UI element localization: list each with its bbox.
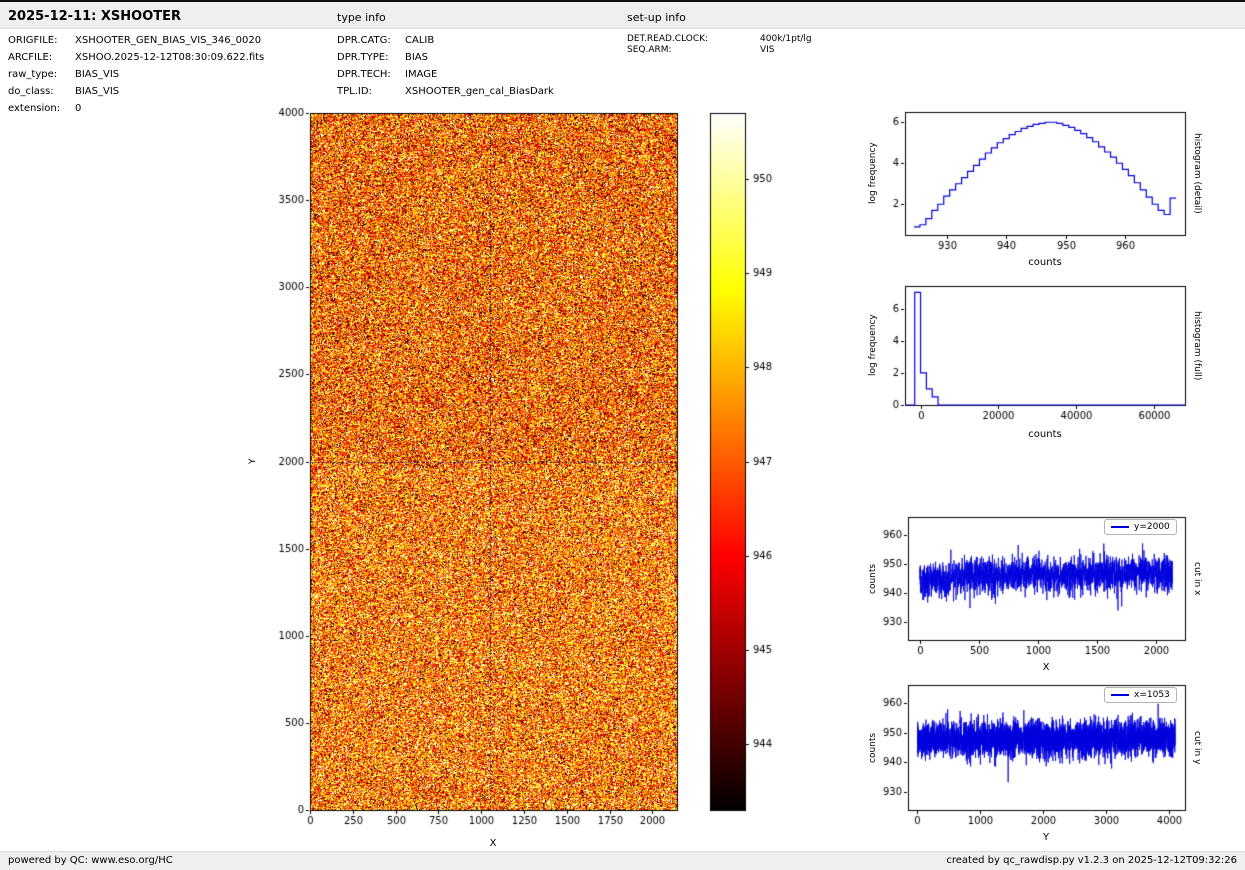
cut-in-y-side-label: cut in y (1192, 730, 1202, 765)
histogram-detail-side-label: histogram (detail) (1192, 133, 1202, 214)
type-info-row: DPR.TECH: IMAGE (337, 66, 554, 83)
info-value: 0 (75, 103, 82, 114)
info-value: BIAS_VIS (75, 86, 120, 97)
info-value: IMAGE (405, 69, 438, 80)
type-info-row: TPL.ID: XSHOOTER_gen_cal_BiasDark (337, 83, 554, 100)
bias-y-axis-label: Y (248, 458, 258, 465)
info-key: SEQ.ARM: (627, 45, 672, 55)
info-key: DPR.CATG: (337, 35, 391, 46)
bias-x-axis-label: X (489, 838, 497, 849)
type-info-header: type info (337, 11, 386, 24)
info-value: BIAS (405, 52, 428, 63)
setup-info-block: DET.READ.CLOCK: 400k/1pt/lg SEQ.ARM: VIS (627, 34, 812, 56)
histogram-detail-xlabel: counts (1028, 257, 1062, 268)
cut-in-x-legend-label: y=2000 (1134, 522, 1170, 532)
info-key: ARCFILE: (8, 52, 53, 63)
histogram-full-ylabel: log frequency (868, 314, 878, 377)
cut-in-x-xlabel: X (1042, 662, 1050, 673)
info-value: XSHOOTER_gen_cal_BiasDark (405, 86, 554, 97)
file-info-row: raw_type: BIAS_VIS (8, 66, 264, 83)
colorbar-canvas (700, 100, 810, 845)
info-value: CALIB (405, 35, 435, 46)
histogram-full-canvas (858, 273, 1198, 433)
info-key: DET.READ.CLOCK: (627, 34, 709, 44)
type-info-block: DPR.CATG: CALIB DPR.TYPE: BIAS DPR.TECH: IM… (337, 32, 554, 100)
info-key: ORIGFILE: (8, 35, 58, 46)
type-info-row: DPR.TYPE: BIAS (337, 49, 554, 66)
cut-in-x-ylabel: counts (868, 563, 878, 594)
info-key: DPR.TYPE: (337, 52, 389, 63)
file-info-row: do_class: BIAS_VIS (8, 83, 264, 100)
cut-in-x-legend-line-swatch (1111, 526, 1129, 528)
info-key: TPL.ID: (337, 86, 372, 97)
header-bar: 2025-12-11: XSHOOTER type info set-up in… (0, 0, 1245, 29)
footer-bar: powered by QC: www.eso.org/HC created by… (0, 851, 1245, 870)
cut-in-y-legend-line-swatch (1111, 694, 1129, 696)
setup-info-header: set-up info (627, 11, 686, 24)
cut-in-x-legend: y=2000 (1104, 519, 1177, 535)
cut-in-y-legend: x=1053 (1104, 687, 1177, 703)
file-info-block: ORIGFILE: XSHOOTER_GEN_BIAS_VIS_346_0020 … (8, 32, 264, 117)
cut-in-y-ylabel: counts (868, 732, 878, 763)
footer-created-by: created by qc_rawdisp.py v1.2.3 on 2025-… (946, 855, 1237, 866)
histogram-detail-canvas (858, 100, 1198, 260)
info-value: BIAS_VIS (75, 69, 120, 80)
cut-in-y-xlabel: Y (1042, 832, 1050, 843)
file-info-row: ARCFILE: XSHOO.2025-12-12T08:30:09.622.fi… (8, 49, 264, 66)
file-info-row: ORIGFILE: XSHOOTER_GEN_BIAS_VIS_346_0020 (8, 32, 264, 49)
setup-info-row: SEQ.ARM: VIS (627, 45, 812, 56)
cut-in-y-legend-label: x=1053 (1134, 690, 1170, 700)
info-key: DPR.TECH: (337, 69, 391, 80)
info-key: do_class: (8, 86, 54, 97)
footer-powered-by: powered by QC: www.eso.org/HC (8, 855, 173, 866)
info-value: 400k/1pt/lg (760, 34, 812, 44)
info-key: raw_type: (8, 69, 58, 80)
bias-image-canvas (260, 100, 690, 845)
histogram-full-side-label: histogram (full) (1192, 310, 1202, 381)
setup-info-row: DET.READ.CLOCK: 400k/1pt/lg (627, 34, 812, 45)
info-value: XSHOOTER_GEN_BIAS_VIS_346_0020 (75, 35, 262, 46)
type-info-row: DPR.CATG: CALIB (337, 32, 554, 49)
histogram-detail-ylabel: log frequency (868, 142, 878, 205)
cut-in-x-side-label: cut in x (1192, 561, 1202, 596)
page-title: 2025-12-11: XSHOOTER (8, 9, 182, 24)
histogram-full-xlabel: counts (1028, 429, 1062, 440)
info-value: XSHOO.2025-12-12T08:30:09.622.fits (75, 52, 265, 63)
file-info-row: extension: 0 (8, 100, 264, 117)
info-key: extension: (8, 103, 61, 114)
info-value: VIS (760, 45, 775, 55)
